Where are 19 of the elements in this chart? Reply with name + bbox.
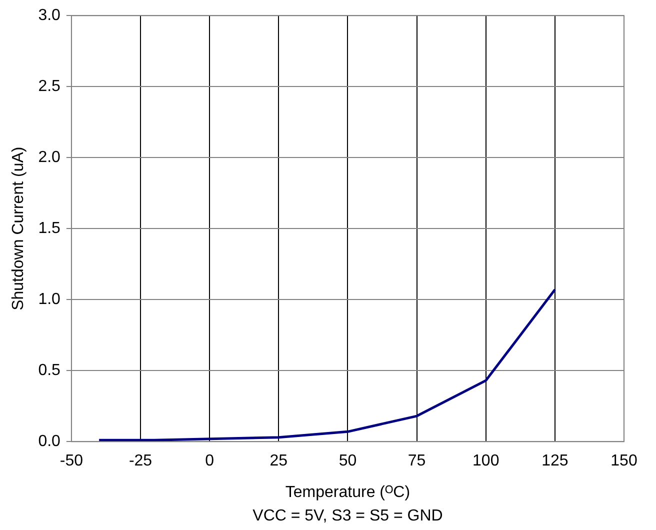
y-axis-title: Shutdown Current (uA): [10, 146, 28, 310]
x-tick-label: 75: [408, 452, 426, 470]
x-tick-label: -25: [128, 452, 152, 470]
x-tick-label: -50: [60, 452, 84, 470]
y-tick-label: 1.5: [38, 220, 61, 238]
x-tick-label: 0: [205, 452, 214, 470]
y-tick-label: 3.0: [38, 7, 61, 24]
x-tick-label: 100: [472, 452, 500, 470]
x-tick-label: 150: [610, 452, 638, 470]
y-tick-label: 1.0: [38, 291, 61, 308]
x-tick-label: 125: [542, 452, 568, 470]
x-tick-label: 50: [338, 452, 357, 470]
y-tick-label: 2.5: [38, 78, 61, 96]
y-tick-label: 0.5: [38, 362, 61, 380]
y-tick-label: 2.0: [38, 149, 61, 166]
y-tick-label: 0.0: [38, 433, 61, 450]
text: VCC = 5V, S3 = S5 = GND: [252, 507, 443, 524]
x-tick-label: 25: [270, 452, 288, 470]
x-axis-title: Temperature (ᴼC): [285, 484, 410, 501]
